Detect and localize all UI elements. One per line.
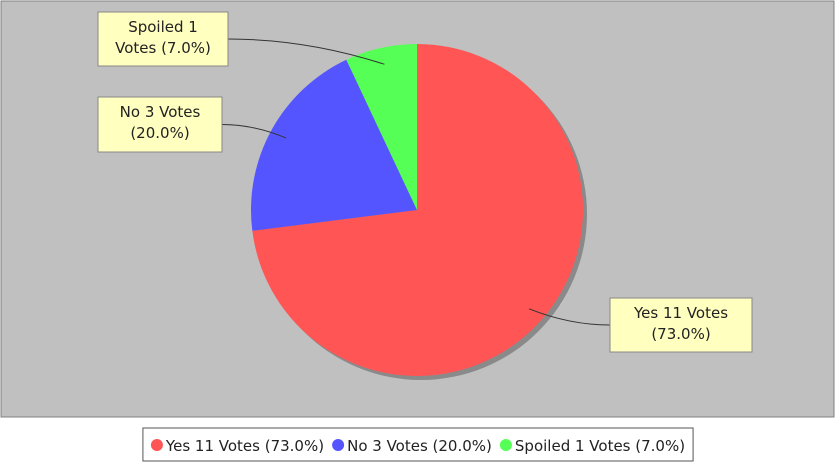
pie-slice (346, 44, 417, 210)
legend-box (142, 427, 694, 462)
pie-slice (251, 59, 417, 231)
slice-label: (73.0%) (651, 325, 710, 343)
leader-line (221, 124, 287, 139)
label-box (97, 11, 229, 67)
legend-swatch (332, 439, 345, 451)
legend-swatch (499, 439, 512, 451)
pie (251, 44, 587, 380)
legend: Yes 11 Votes (73.0%) No 3 Votes (20.0%) Sp… (142, 427, 694, 462)
leader-line (528, 308, 611, 326)
legend-label: Yes 11 Votes (73.0%) (165, 437, 324, 455)
pie-slice (252, 44, 583, 377)
slice-label: Yes 11 Votes (633, 304, 728, 322)
slice-label: (20.0%) (130, 124, 189, 142)
legend-label: Spoiled 1 Votes (7.0%) (515, 437, 685, 455)
legend-label: No 3 Votes (20.0%) (347, 437, 492, 455)
label-box (609, 297, 753, 353)
slice-label: Votes (7.0%) (115, 39, 211, 57)
legend-swatch (150, 439, 163, 451)
slice-label: No 3 Votes (120, 103, 201, 121)
slice-labels: Yes 11 Votes (73.0%) No 3 Votes (20.0%) Spoi… (97, 11, 753, 353)
leader-line (227, 38, 385, 65)
slice-label: Spoiled 1 (128, 18, 198, 36)
label-box (97, 96, 223, 153)
